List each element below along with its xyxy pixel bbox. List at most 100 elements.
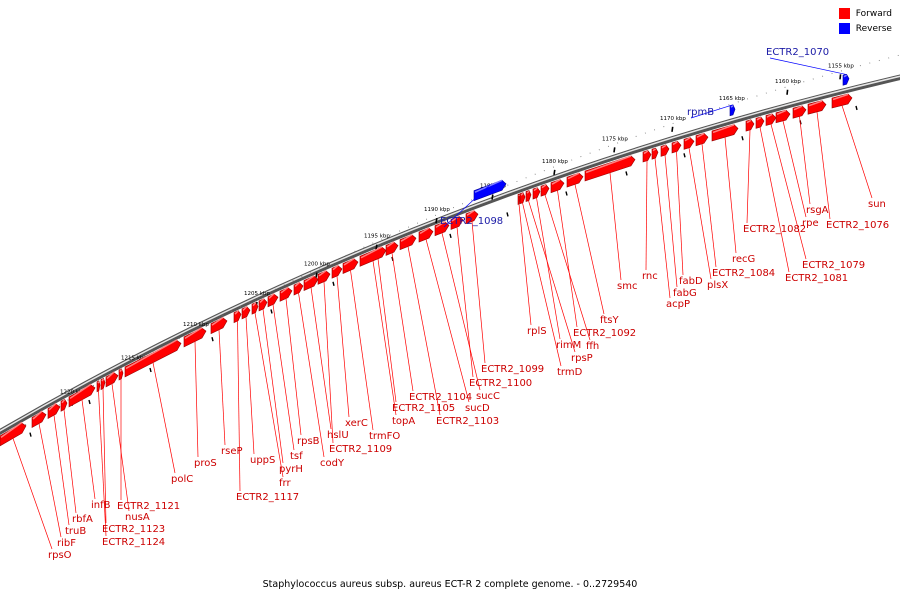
gene-ECTR2_1082[interactable] <box>745 119 755 132</box>
gene-label[interactable]: uppS <box>250 455 275 466</box>
gene-ECTR2_1123[interactable] <box>100 377 106 391</box>
gene-label[interactable]: acpP <box>666 299 690 310</box>
gene-label[interactable]: smc <box>617 281 637 292</box>
gene-label[interactable]: nusA <box>125 512 150 523</box>
gene-label[interactable]: ECTR2_1092 <box>573 328 636 339</box>
gene-rpsO[interactable] <box>0 421 27 447</box>
gene-acpP[interactable] <box>651 147 659 160</box>
gene-label[interactable]: ECTR2_1103 <box>436 416 499 427</box>
gene-label[interactable]: rsgA <box>806 205 829 216</box>
gene-plsX[interactable] <box>683 137 695 150</box>
gene-label[interactable]: truB <box>65 526 86 537</box>
gene-rnc[interactable] <box>642 150 652 163</box>
gene-recG[interactable] <box>711 124 739 142</box>
gene-fabG[interactable] <box>660 144 670 157</box>
gene-rsgA[interactable] <box>792 105 807 119</box>
gene-label[interactable]: rpmB <box>687 107 714 118</box>
gene-rpe[interactable] <box>775 109 791 124</box>
gene-nusA[interactable] <box>105 371 119 388</box>
gene-label[interactable]: topA <box>392 416 415 427</box>
gene-label[interactable]: ECTR2_1081 <box>785 273 848 284</box>
gene-ECTR2_1121[interactable] <box>118 368 124 381</box>
gene-truB[interactable] <box>47 402 61 420</box>
gene-sun[interactable] <box>831 93 853 109</box>
gene-label[interactable]: ftsY <box>600 315 619 326</box>
gene-label[interactable]: sucD <box>465 403 490 414</box>
gene-ECTR2_1079[interactable] <box>765 113 777 126</box>
gene-rimM[interactable] <box>532 187 541 200</box>
gene-trmD[interactable] <box>519 192 526 205</box>
gene-label[interactable]: ECTR2_1123 <box>102 524 165 535</box>
gene-hslU[interactable] <box>303 275 319 291</box>
gene-ECTR2_1117[interactable] <box>233 310 242 324</box>
gene-label[interactable]: ECTR2_1082 <box>743 224 806 235</box>
gene-ECTR2_1124[interactable] <box>96 380 101 393</box>
gene-label[interactable]: ECTR2_1109 <box>329 444 392 455</box>
gene-label[interactable]: hslU <box>327 430 349 441</box>
gene-rbfA[interactable] <box>60 398 68 412</box>
gene-label[interactable]: rimM <box>556 340 581 351</box>
gene-label[interactable]: rpsO <box>48 550 72 561</box>
gene-label[interactable]: ECTR2_1124 <box>102 537 165 548</box>
gene-label[interactable]: polC <box>171 474 193 485</box>
gene-label[interactable]: ECTR2_1070 <box>766 47 829 58</box>
gene-label[interactable]: ECTR2_1117 <box>236 492 299 503</box>
gene-label[interactable]: frr <box>279 478 291 489</box>
gene-label[interactable]: plsX <box>707 280 728 291</box>
gene-ECTR2_1104[interactable] <box>385 241 399 256</box>
gene-pyrH[interactable] <box>258 298 268 312</box>
gene-label[interactable]: tsf <box>290 451 303 462</box>
gene-label[interactable]: recG <box>732 254 755 265</box>
gene-label[interactable]: trmFO <box>369 431 400 442</box>
gene-label[interactable]: infB <box>91 500 111 511</box>
gene-trmFO[interactable] <box>342 257 359 274</box>
gene-label[interactable]: proS <box>194 458 217 469</box>
gene-arrow[interactable] <box>100 377 106 391</box>
gene-label[interactable]: ECTR2_1100 <box>469 378 532 389</box>
gene-arrow[interactable] <box>96 380 101 393</box>
gene-uppS[interactable] <box>241 306 251 320</box>
gene-ribF[interactable] <box>31 410 47 429</box>
gene-topA[interactable] <box>359 246 387 267</box>
gene-rpsB[interactable] <box>279 286 293 302</box>
gene-proS[interactable] <box>183 326 207 348</box>
gene-label[interactable]: pyrH <box>279 464 303 475</box>
gene-label[interactable]: codY <box>320 458 345 469</box>
gene-label[interactable]: ECTR2_1076 <box>826 220 889 231</box>
gene-ECTR2_1070[interactable] <box>842 73 850 86</box>
gene-ECTR2_1099[interactable] <box>465 210 479 225</box>
gene-ECTR2_1109[interactable] <box>317 269 331 285</box>
gene-label[interactable]: rplS <box>527 326 547 337</box>
gene-rplS[interactable] <box>517 193 521 205</box>
gene-arrow[interactable] <box>517 193 521 205</box>
gene-label[interactable]: ECTR2_1104 <box>409 392 472 403</box>
gene-label[interactable]: sun <box>868 199 886 210</box>
gene-ECTR2_1081[interactable] <box>755 116 765 129</box>
gene-label[interactable]: ECTR2_1105 <box>392 403 455 414</box>
gene-arrow[interactable] <box>118 368 124 381</box>
gene-rseP[interactable] <box>210 316 228 335</box>
gene-infB[interactable] <box>68 383 96 408</box>
gene-ftsY[interactable] <box>566 172 584 188</box>
gene-polC[interactable] <box>124 339 182 378</box>
gene-label[interactable]: ffh <box>586 341 599 352</box>
gene-label[interactable]: rpsB <box>297 436 320 447</box>
gene-smc[interactable] <box>584 155 636 182</box>
gene-frr[interactable] <box>251 302 259 315</box>
gene-ECTR2_1084[interactable] <box>695 132 709 147</box>
gene-ffh[interactable] <box>540 184 550 197</box>
gene-ECTR2_1100[interactable] <box>450 215 464 230</box>
gene-label[interactable]: sucC <box>476 391 500 402</box>
gene-label[interactable]: ribF <box>57 538 76 549</box>
gene-label[interactable]: ECTR2_1098 <box>440 216 503 227</box>
gene-ECTR2_1103[interactable] <box>399 234 417 251</box>
gene-label[interactable]: rpe <box>802 218 819 229</box>
gene-fabD[interactable] <box>671 140 682 154</box>
gene-ECTR2_1076[interactable] <box>807 100 827 115</box>
gene-codY[interactable] <box>293 281 304 296</box>
gene-label[interactable]: rseP <box>221 446 243 457</box>
gene-rpmB[interactable] <box>729 104 736 117</box>
gene-label[interactable]: ECTR2_1079 <box>802 260 865 271</box>
gene-label[interactable]: rbfA <box>72 514 93 525</box>
gene-ECTR2_1092[interactable] <box>550 179 565 194</box>
